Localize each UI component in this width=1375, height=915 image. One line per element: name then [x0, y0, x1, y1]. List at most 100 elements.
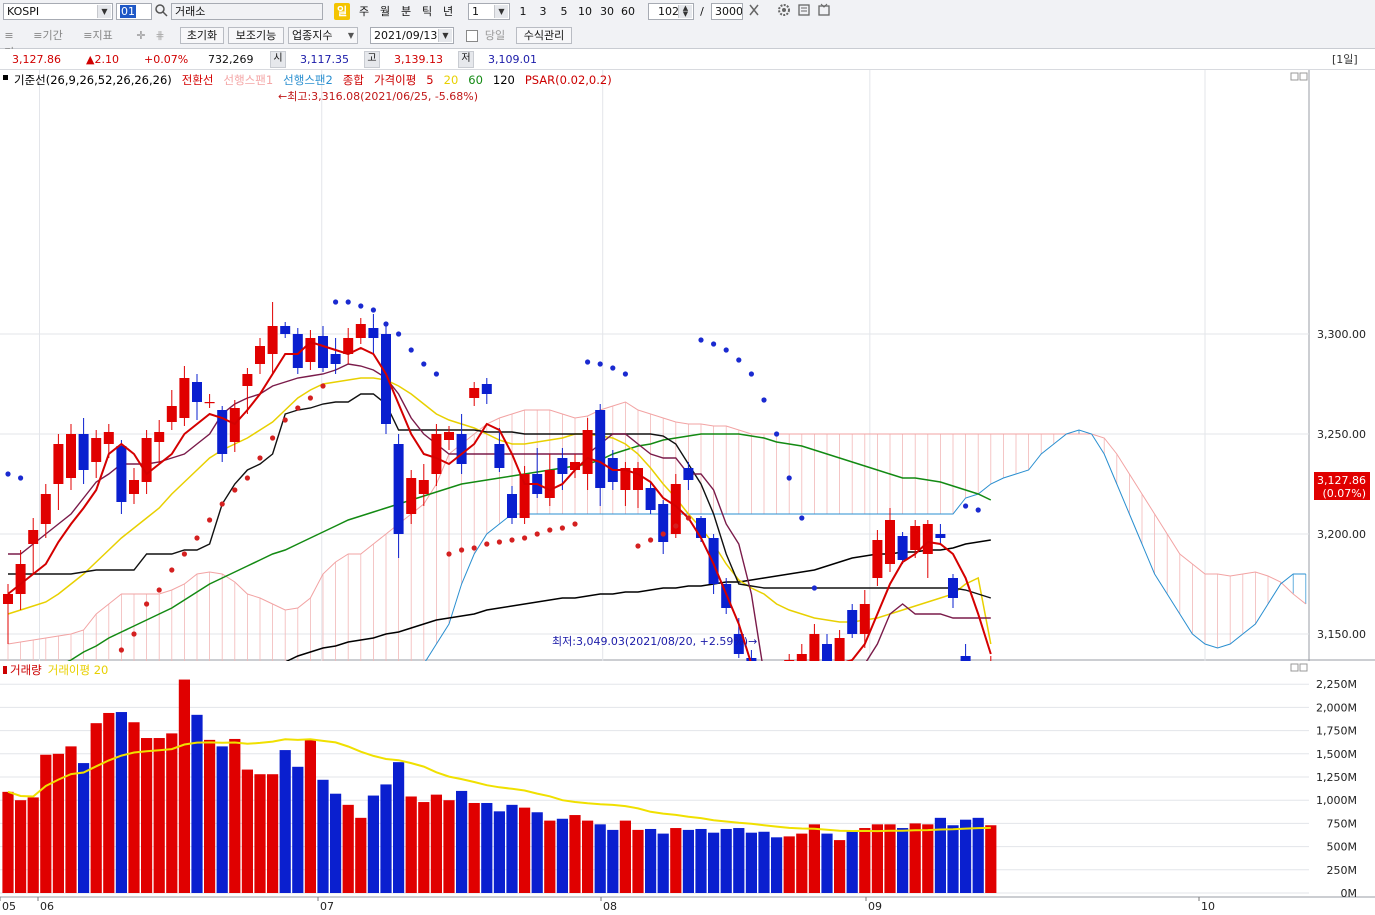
code-input[interactable]: 01	[116, 3, 152, 20]
period-week-button[interactable]: 주	[358, 5, 370, 18]
candle-body	[267, 326, 278, 354]
volume-bar	[443, 800, 455, 893]
psar-dot	[421, 361, 427, 367]
price-change-pct: +0.07%	[144, 53, 189, 66]
psar-dot	[585, 359, 591, 365]
psar-dot	[761, 397, 767, 403]
pane-control-icon	[1299, 663, 1308, 672]
period-day-button[interactable]: 일	[334, 3, 350, 20]
reset-button[interactable]: 초기화	[180, 27, 224, 44]
x-axis-label: 06	[40, 900, 54, 913]
high-annotation: ←최고:3,316.08(2021/06/25, -5.68%)	[278, 90, 478, 103]
preset-5-button[interactable]: 5	[560, 5, 568, 18]
period-tick-button[interactable]: 틱	[421, 5, 433, 18]
candle-body	[822, 644, 832, 674]
count-stepper[interactable]: 102 ▲ ▼	[648, 3, 694, 20]
period-minute-button[interactable]: 분	[400, 5, 412, 18]
volume-tick-label: 2,250M	[1316, 678, 1357, 691]
psar-dot	[320, 383, 326, 389]
volume-bar	[178, 679, 190, 893]
menu-period[interactable]: ≡기간	[33, 29, 63, 42]
psar-dot	[396, 331, 402, 337]
volume-legend-item: 거래량	[10, 663, 42, 677]
volume-bar	[556, 818, 568, 893]
arrows-icon[interactable]	[746, 3, 762, 20]
preset-60-button[interactable]: 60	[621, 5, 635, 18]
candle-body	[292, 334, 303, 368]
psar-dot	[522, 535, 528, 541]
crosshair-icon[interactable]: ✛	[136, 29, 146, 42]
same-day-checkbox[interactable]	[466, 27, 478, 44]
volume-bar	[27, 797, 39, 893]
settings-icon[interactable]	[776, 3, 792, 20]
psar-dot	[610, 365, 616, 371]
volume-bar	[834, 840, 846, 893]
legend-marker	[3, 666, 7, 674]
candle-body	[507, 494, 517, 518]
volume-bar	[2, 791, 14, 893]
export-icon[interactable]	[816, 3, 832, 20]
volume-bar	[897, 828, 909, 893]
menu-prefix-1[interactable]: ≡기	[4, 29, 14, 59]
price-legend-item: 종합	[343, 73, 365, 87]
volume-tick-label: 1,500M	[1316, 748, 1357, 761]
candle-body	[645, 488, 656, 510]
symbol-select[interactable]: KOSPI ▼	[3, 3, 113, 20]
tools-icon[interactable]	[796, 3, 812, 20]
volume-bar	[279, 750, 291, 893]
period-year-button[interactable]: 년	[442, 5, 454, 18]
current-price: 3,127.86	[12, 53, 61, 66]
candle-body	[330, 354, 341, 364]
candle-body	[255, 346, 265, 364]
chevron-down-icon[interactable]: ▼	[438, 29, 452, 42]
sector-index-select[interactable]: 업종지수 ▼	[288, 27, 358, 44]
price-tick-label: 3,150.00	[1317, 628, 1366, 641]
psar-dot	[295, 405, 301, 411]
volume-bar	[405, 796, 417, 893]
volume-tick-label: 0M	[1341, 887, 1358, 900]
psar-dot	[723, 347, 729, 353]
price-pane[interactable]: 3,300.003,250.003,200.003,150.003,100.00…	[0, 70, 1375, 897]
grid-icon[interactable]: ⋕	[155, 29, 165, 42]
aux-function-button[interactable]: 보조기능	[228, 27, 284, 44]
psar-dot	[597, 361, 603, 367]
price-legend-item: 20	[444, 73, 459, 87]
x-axis-label: 07	[320, 900, 334, 913]
stock-chart[interactable]: 3,300.003,250.003,200.003,150.003,100.00…	[0, 70, 1375, 915]
high-price: 3,139.13	[394, 53, 443, 66]
formula-manage-button[interactable]: 수식관리	[516, 27, 572, 44]
psar-dot	[509, 537, 515, 543]
candle-body	[406, 478, 417, 514]
interval-select[interactable]: 1 ▼	[468, 3, 510, 20]
leading-span1-line	[7, 401, 1307, 645]
psar-dot	[648, 537, 654, 543]
search-icon[interactable]	[153, 3, 169, 20]
price-legend-item: 기준선(26,9,26,52,26,26,26)	[14, 73, 172, 87]
candle-body	[481, 384, 492, 394]
period-month-button[interactable]: 월	[379, 5, 391, 18]
candle-body	[948, 578, 958, 598]
period-badge: [1일]	[1332, 53, 1358, 66]
volume-bar	[330, 793, 342, 893]
date-select[interactable]: 2021/09/13 ▼	[370, 27, 454, 44]
menu-indicator[interactable]: ≡지표	[83, 29, 113, 42]
psar-dot	[345, 299, 351, 305]
preset-3-button[interactable]: 3	[539, 5, 547, 18]
volume-pane[interactable]: 2,250M 2,000M 1,750M 1,500M 1,250M 1,000M 750M…	[0, 661, 1375, 900]
psar-dot	[370, 307, 376, 313]
preset-1-button[interactable]: 1	[519, 5, 527, 18]
candle-body	[53, 444, 64, 484]
candle-body	[733, 634, 744, 654]
chevron-down-icon[interactable]: ▼	[97, 5, 111, 18]
preset-30-button[interactable]: 30	[600, 5, 614, 18]
psar-dot	[194, 535, 200, 541]
price-tick-label: 3,250.00	[1317, 428, 1366, 441]
volume-bar	[859, 828, 871, 893]
total-count-field[interactable]: 3000	[711, 3, 743, 20]
stepper-icon[interactable]: ▲ ▼	[678, 5, 692, 18]
preset-10-button[interactable]: 10	[578, 5, 592, 18]
pane-control-icon	[1299, 72, 1308, 81]
chevron-down-icon[interactable]: ▼	[494, 5, 508, 18]
volume-bar	[884, 824, 896, 893]
candle-body	[343, 338, 354, 354]
